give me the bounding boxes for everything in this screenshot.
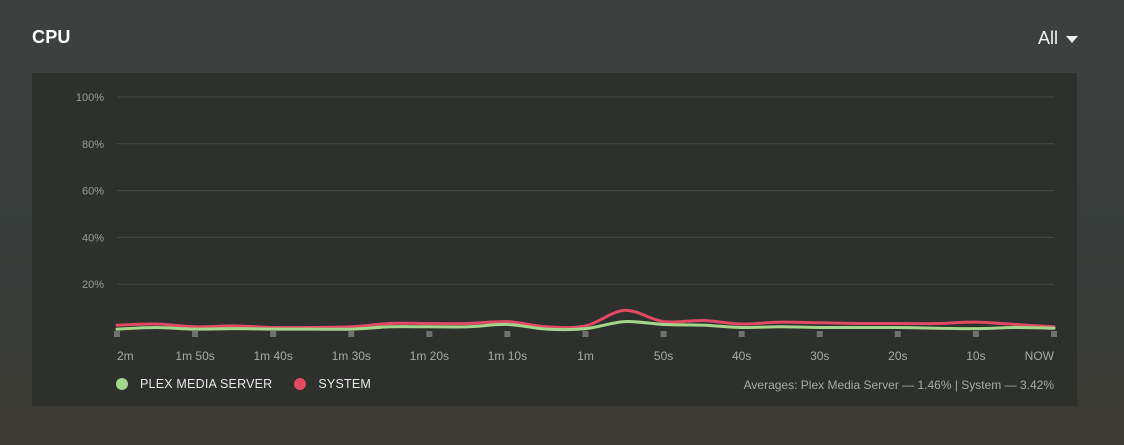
averages-text: Averages: Plex Media Server — 1.46% | Sy… [743,378,1054,392]
legend-item-system[interactable]: SYSTEM [294,377,371,391]
x-tick-label: 10s [966,349,985,363]
caret-down-icon [1066,35,1078,43]
x-tick-label: 1m 20s [410,349,449,363]
legend-dot-system [294,378,307,390]
x-tick-label: 1m 40s [253,349,292,363]
x-tick-marker [1051,331,1057,337]
x-tick-marker [270,331,277,337]
filter-label: All [1037,28,1058,48]
x-tick-label: 40s [732,349,751,363]
cpu-chart-panel: 20% 40% 60% 80% 100% 2m 1m 50s 1m 40s 1m 30s 1m 2… [32,73,1077,406]
x-tick-label: 20s [888,349,907,363]
filter-dropdown[interactable]: All [1038,28,1078,49]
chart-legend: PLEX MEDIA SERVER SYSTEM [116,377,393,391]
x-tick-marker [660,331,667,337]
y-tick-label: 80% [82,139,104,151]
series-line-system [115,308,1056,330]
y-tick-label: 40% [82,232,104,244]
x-tick-label: 1m [577,349,594,363]
legend-dot-plex [116,378,128,390]
page-title: CPU [32,27,71,47]
y-tick-label: 100% [76,92,104,104]
cpu-chart: 20% 40% 60% 80% 100% 2m 1m 50s 1m 40s 1m 30s 1m 2… [76,92,1057,363]
series-line-plex [115,320,1056,332]
x-tick-marker [738,331,745,337]
x-tick-marker [582,331,589,337]
x-tick-marker [816,331,823,337]
legend-label-system: SYSTEM [318,377,371,391]
x-tick-label: 1m 50s [175,349,214,363]
x-tick-marker [894,331,901,337]
legend-item-plex[interactable]: PLEX MEDIA SERVER [116,377,272,391]
x-tick-label: 1m 30s [332,349,371,363]
x-tick-marker [114,331,120,337]
x-tick-label: 1m 10s [488,349,527,363]
x-tick-marker [192,331,199,337]
x-tick-marker [972,331,979,337]
y-tick-label: 60% [82,186,104,198]
x-tick-marker [348,331,355,337]
y-tick-label: 20% [82,279,104,291]
x-tick-label: 50s [654,349,673,363]
x-tick-marker [504,331,511,337]
legend-label-plex: PLEX MEDIA SERVER [140,377,273,391]
x-tick-marker [426,331,433,337]
x-tick-label: NOW [1025,349,1055,363]
x-tick-label: 30s [810,349,829,363]
x-tick-label: 2m [117,349,134,363]
